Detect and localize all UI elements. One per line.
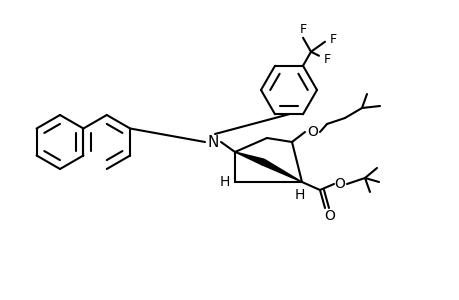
- Text: O: O: [324, 209, 335, 223]
- Text: H: H: [294, 188, 304, 202]
- Text: N: N: [207, 134, 218, 149]
- Text: O: O: [334, 177, 345, 191]
- Text: F: F: [299, 23, 306, 36]
- Text: O: O: [307, 125, 318, 139]
- Text: H: H: [219, 175, 230, 189]
- Text: F: F: [329, 33, 336, 46]
- Text: F: F: [323, 53, 330, 66]
- Polygon shape: [235, 152, 263, 165]
- Polygon shape: [261, 159, 302, 182]
